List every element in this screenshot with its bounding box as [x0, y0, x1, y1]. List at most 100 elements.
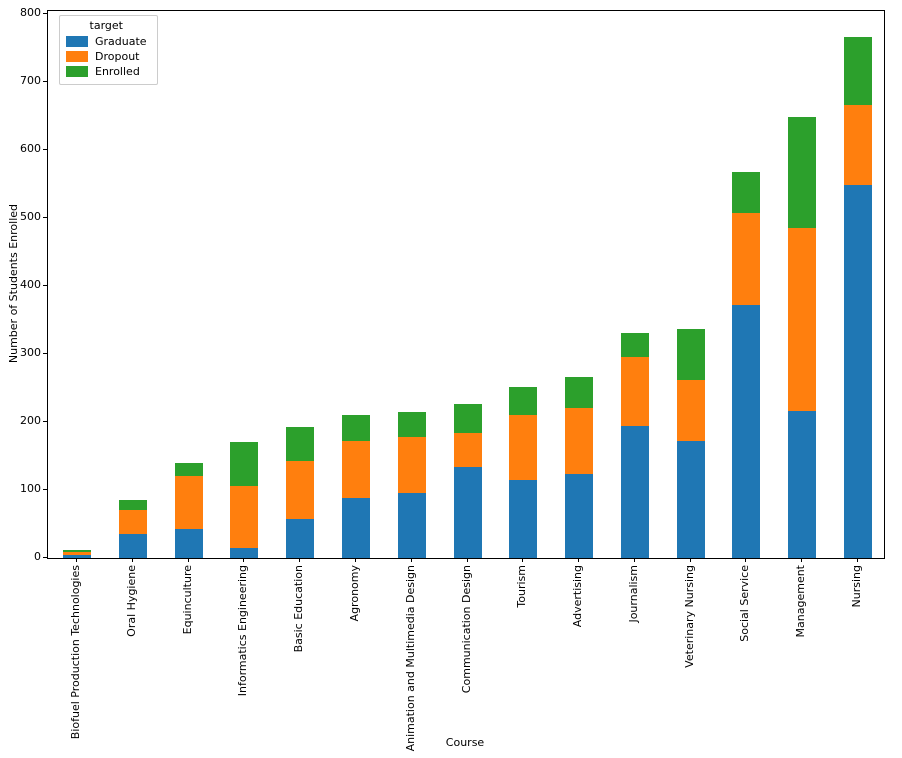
x-tick-mark — [76, 558, 77, 562]
bar-segment-dropout — [453, 432, 482, 467]
y-tick-mark — [43, 285, 47, 286]
x-tick-label: Animation and Multimedia Design — [403, 565, 417, 752]
x-tick-mark — [633, 558, 635, 562]
x-tick-mark — [187, 558, 189, 562]
y-tick-label: 400 — [20, 278, 41, 291]
bar-segment-graduate — [453, 466, 482, 558]
bar-segment-enrolled — [63, 549, 91, 552]
x-tick-mark — [801, 558, 803, 562]
bar-segment-graduate — [565, 473, 594, 558]
bar-segment-dropout — [230, 485, 259, 549]
y-tick-label: 700 — [20, 74, 41, 87]
y-tick-label: 800 — [20, 6, 41, 19]
bar-segment-dropout — [509, 414, 538, 480]
legend-entry-enrolled: Enrolled — [66, 64, 147, 79]
legend: target Graduate Dropout Enrolled — [59, 15, 158, 85]
bar-segment-graduate — [230, 548, 259, 558]
y-tick-mark — [43, 13, 47, 14]
x-tick-label: Agronomy — [347, 565, 361, 622]
x-tick-label: Journalism — [626, 565, 640, 623]
bar-segment-graduate — [118, 533, 147, 558]
bar-segment-enrolled — [620, 332, 649, 358]
x-tick-mark — [299, 558, 301, 562]
y-tick-mark — [43, 353, 47, 354]
x-tick-label: Equinculture — [180, 565, 194, 635]
bar-segment-graduate — [286, 519, 315, 558]
bar-segment-enrolled — [118, 499, 147, 510]
legend-entry-dropout: Dropout — [66, 49, 147, 64]
bar-segment-enrolled — [230, 442, 259, 486]
bar-segment-dropout — [341, 441, 370, 499]
bar-segment-enrolled — [453, 404, 482, 433]
y-tick-mark — [43, 149, 47, 150]
x-tick-label: Advertising — [571, 565, 585, 628]
bar-segment-enrolled — [174, 462, 203, 477]
y-tick-label: 500 — [20, 210, 41, 223]
bar-segment-dropout — [174, 476, 203, 529]
x-tick-mark — [857, 558, 858, 562]
x-tick-mark — [689, 558, 691, 562]
legend-label-dropout: Dropout — [95, 50, 140, 63]
bar-segment-dropout — [397, 436, 426, 493]
bar-segment-enrolled — [732, 171, 761, 214]
y-tick-mark — [43, 421, 47, 422]
x-tick-label: Oral Hygiene — [124, 565, 138, 637]
bar-segment-enrolled — [788, 117, 817, 229]
bar-segment-graduate — [620, 426, 649, 558]
bar-segment-graduate — [341, 498, 370, 558]
bar-segment-graduate — [676, 441, 705, 558]
y-tick-mark — [43, 217, 47, 218]
bar-segment-dropout — [844, 105, 872, 186]
bar-segment-dropout — [565, 408, 594, 474]
x-tick-mark — [410, 558, 412, 562]
bar-segment-graduate — [844, 185, 872, 558]
bar-segment-enrolled — [844, 37, 872, 106]
legend-label-enrolled: Enrolled — [95, 65, 140, 78]
bar-segment-graduate — [174, 528, 203, 558]
x-tick-label: Informatics Engineering — [236, 565, 250, 697]
legend-swatch-dropout-icon — [66, 51, 88, 62]
x-tick-label: Social Service — [738, 565, 752, 642]
x-tick-label: Tourism — [515, 565, 529, 608]
y-tick-mark — [43, 81, 47, 82]
bar-segment-graduate — [63, 555, 91, 558]
x-tick-label: Nursing — [850, 565, 863, 608]
x-tick-mark — [522, 558, 524, 562]
bar-segment-enrolled — [565, 377, 594, 409]
x-tick-mark — [466, 558, 468, 562]
x-tick-label: Biofuel Production Technologies — [69, 565, 82, 740]
bar-segment-dropout — [788, 228, 817, 412]
legend-label-graduate: Graduate — [95, 35, 147, 48]
x-tick-label: Veterinary Nursing — [682, 565, 696, 668]
bar-segment-enrolled — [286, 427, 315, 462]
y-tick-label: 100 — [20, 482, 41, 495]
y-tick-mark — [43, 489, 47, 490]
bar-segment-dropout — [620, 357, 649, 427]
bar-segment-graduate — [397, 492, 426, 558]
legend-swatch-graduate-icon — [66, 36, 88, 47]
x-tick-mark — [243, 558, 245, 562]
bar-segment-dropout — [286, 461, 315, 520]
legend-entry-graduate: Graduate — [66, 34, 147, 49]
bar-segment-enrolled — [509, 386, 538, 415]
bar-segment-dropout — [676, 379, 705, 442]
bar-segment-dropout — [732, 213, 761, 306]
y-tick-label: 300 — [20, 346, 41, 359]
x-axis-title: Course — [445, 736, 485, 749]
legend-swatch-enrolled-icon — [66, 66, 88, 77]
y-tick-label: 600 — [20, 142, 41, 155]
bar-segment-dropout — [118, 509, 147, 534]
y-tick-label: 0 — [34, 550, 41, 563]
x-tick-mark — [354, 558, 356, 562]
x-tick-mark — [131, 558, 133, 562]
plot-area: target Graduate Dropout Enrolled — [47, 10, 885, 559]
x-tick-mark — [745, 558, 747, 562]
bar-segment-graduate — [509, 479, 538, 558]
x-tick-mark — [578, 558, 580, 562]
y-tick-label: 200 — [20, 414, 41, 427]
bar-segment-graduate — [732, 305, 761, 558]
x-tick-label: Basic Education — [292, 565, 306, 653]
bar-segment-enrolled — [397, 411, 426, 437]
x-tick-label: Communication Design — [459, 565, 473, 694]
